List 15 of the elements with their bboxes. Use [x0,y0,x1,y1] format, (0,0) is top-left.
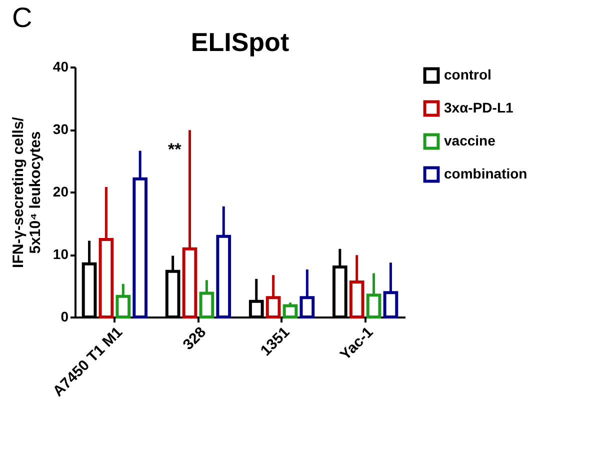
legend-label: combination [444,166,528,182]
legend-label: 3xα-PD-L1 [444,100,514,116]
y-tick-label: 40 [52,58,69,74]
legend-label: control [444,66,492,82]
y-tick-label: 10 [52,246,69,262]
bar [282,304,298,318]
y-tick-label: 30 [52,121,69,137]
legend-label: vaccine [444,132,496,148]
chart-title: ELISpot [190,27,290,57]
x-tick-label: 328 [180,324,210,354]
annotation: ** [168,140,182,160]
y-tick-label: 0 [60,308,69,324]
y-axis-title: IFN-γ-secreting cells/ 5x10⁴ leukocytes [10,116,44,268]
text: C [12,2,32,34]
y-tick-label: 20 [52,184,69,200]
